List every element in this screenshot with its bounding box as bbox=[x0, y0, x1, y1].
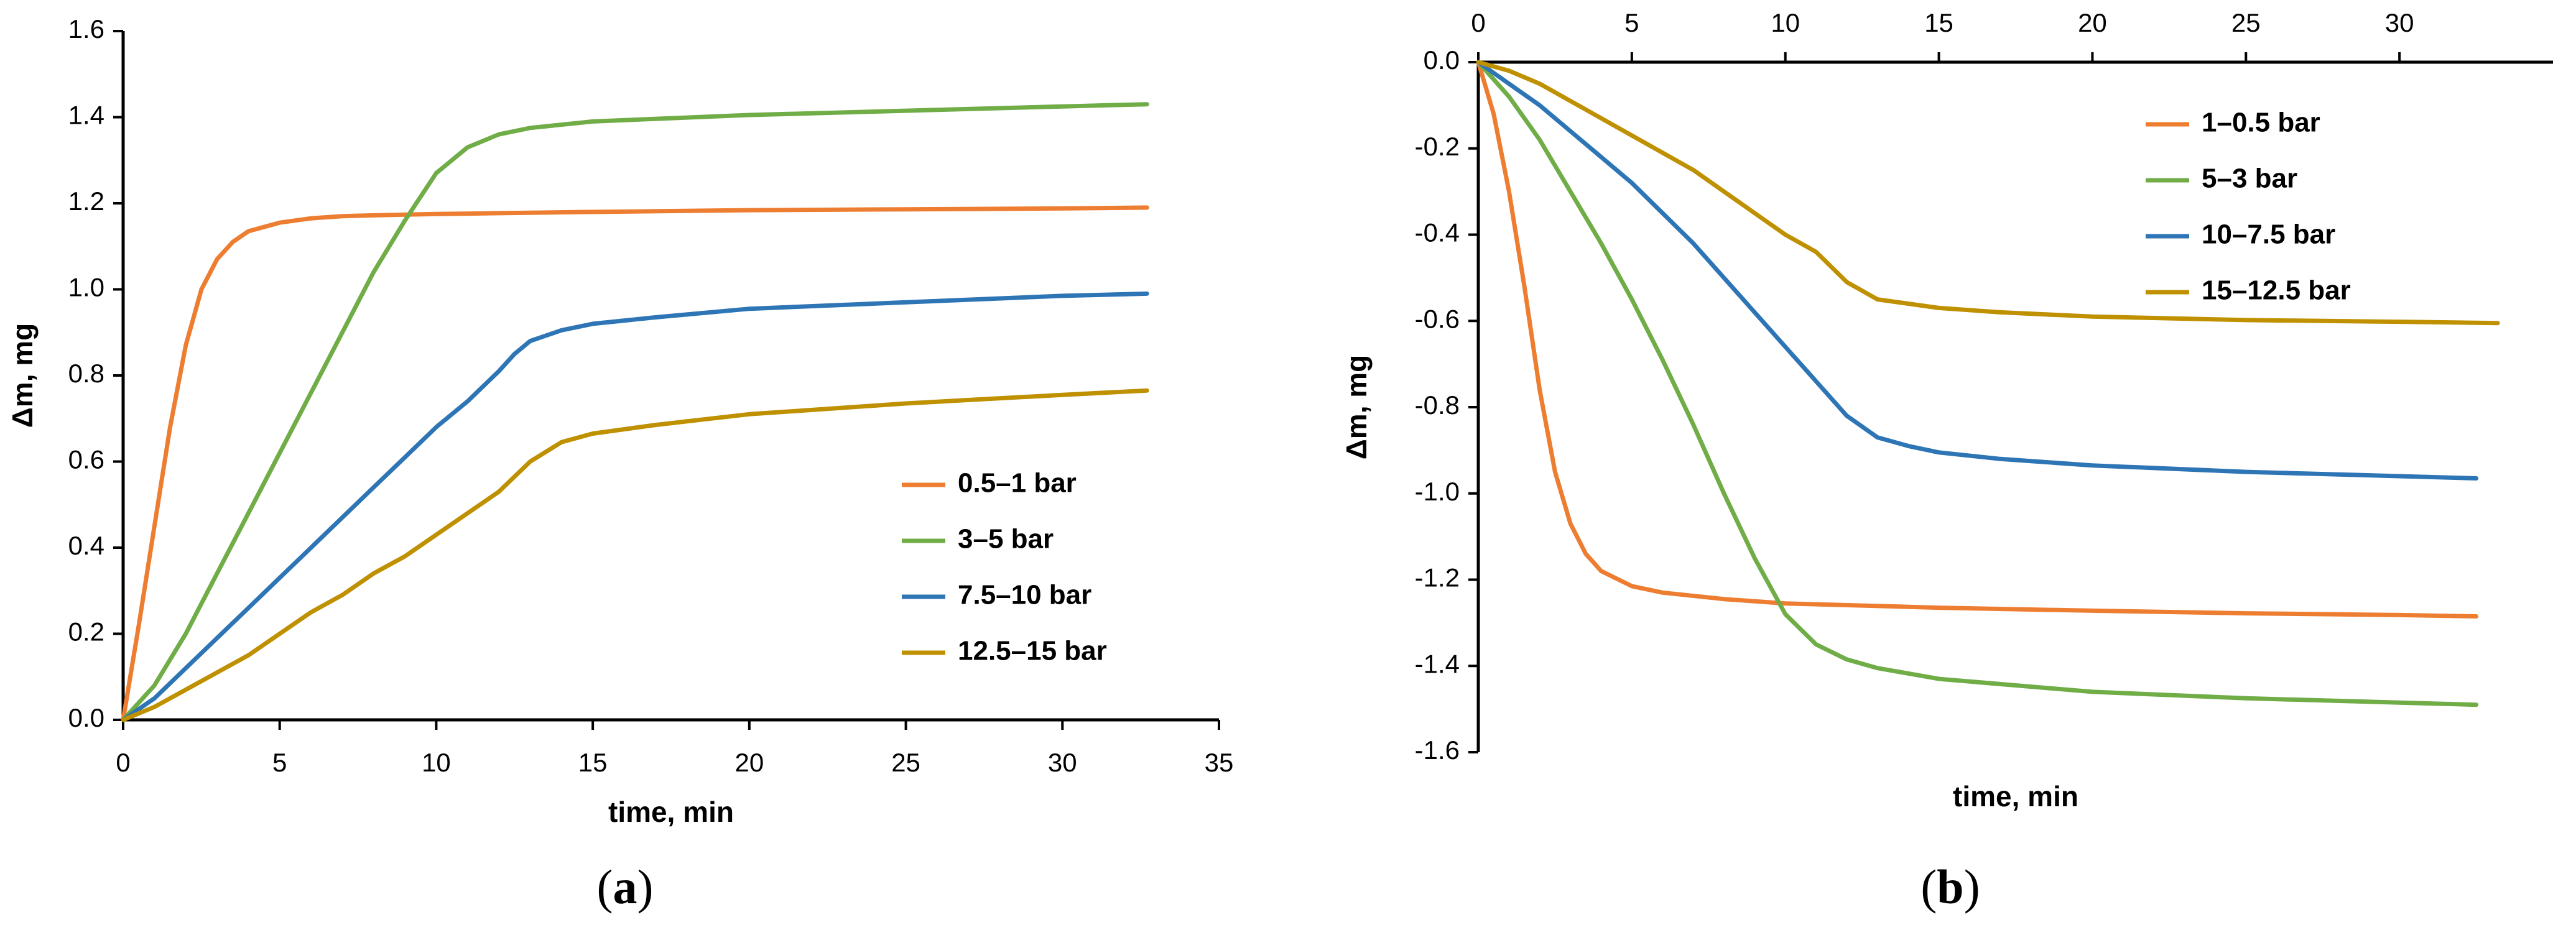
y-tick-label: 1.0 bbox=[68, 273, 104, 302]
x-tick-label: 5 bbox=[1624, 8, 1639, 37]
x-axis-title: time, min bbox=[608, 796, 734, 828]
y-tick-label: 0.8 bbox=[68, 359, 104, 388]
y-tick-label: 0.6 bbox=[68, 445, 104, 474]
series-line-1 bbox=[121, 205, 1149, 722]
series-line-3 bbox=[121, 291, 1149, 722]
y-tick-label: 0.0 bbox=[68, 703, 104, 732]
legend-label: 5–3 bar bbox=[2202, 163, 2297, 194]
y-axis-title: Δm, mg bbox=[6, 323, 39, 428]
y-tick-label: -1.4 bbox=[1415, 649, 1460, 678]
y-tick-label: -0.2 bbox=[1415, 132, 1460, 161]
y-axis-title: Δm, mg bbox=[1340, 355, 1373, 460]
x-tick-label: 20 bbox=[734, 748, 764, 777]
legend-label: 1–0.5 bar bbox=[2202, 108, 2320, 138]
legend-label: 15–12.5 bar bbox=[2202, 275, 2351, 306]
series-line-2 bbox=[121, 102, 1149, 722]
x-tick-label: 5 bbox=[272, 748, 287, 777]
legend-label: 3–5 bar bbox=[958, 524, 1054, 555]
series-line-2 bbox=[1476, 60, 2479, 707]
x-tick-label: 30 bbox=[1048, 748, 1077, 777]
x-tick-label: 15 bbox=[1924, 8, 1953, 37]
x-tick-label: 20 bbox=[2078, 8, 2107, 37]
legend-label: 12.5–15 bar bbox=[958, 636, 1107, 666]
y-tick-label: 0.4 bbox=[68, 531, 104, 560]
y-tick-label: 0.2 bbox=[68, 617, 104, 647]
panel-b: 0.0 -0.2 -0.4 -0.6 -0.8 -1.0 -1.2 -1.4 -1.6 0 5 10 1… bbox=[1340, 8, 2553, 914]
legend-label: 10–7.5 bar bbox=[2202, 219, 2335, 250]
y-tick-label: -1.0 bbox=[1415, 477, 1460, 506]
series-line-4 bbox=[1476, 60, 2500, 326]
series-line-3 bbox=[1476, 60, 2479, 481]
x-tick-label: 25 bbox=[2231, 8, 2261, 37]
legend-label: 0.5–1 bar bbox=[958, 468, 1077, 499]
x-tick-label: 0 bbox=[116, 748, 130, 777]
y-tick-label: -1.2 bbox=[1415, 563, 1460, 592]
y-tick-label: -0.4 bbox=[1415, 218, 1460, 247]
legend-label: 7.5–10 bar bbox=[958, 580, 1091, 610]
x-tick-label: 30 bbox=[2385, 8, 2414, 37]
x-tick-label: 0 bbox=[1471, 8, 1485, 37]
y-tick-label: 1.2 bbox=[68, 186, 104, 216]
x-axis-title: time, min bbox=[1953, 780, 2078, 812]
panel-a: 0.0 0.2 0.4 0.6 0.8 1.0 1.2 1.4 1.6 0 5 10 15 20 25 30 3… bbox=[6, 14, 1233, 914]
x-tick-label: 35 bbox=[1205, 748, 1234, 777]
y-tick-label: -0.6 bbox=[1415, 304, 1460, 333]
x-tick-label: 10 bbox=[422, 748, 451, 777]
y-tick-label: -0.8 bbox=[1415, 390, 1460, 420]
x-tick-label: 15 bbox=[578, 748, 608, 777]
y-tick-label: -1.6 bbox=[1415, 735, 1460, 765]
panel-label: (a) bbox=[597, 860, 654, 914]
x-tick-label: 25 bbox=[891, 748, 920, 777]
y-tick-label: 0.0 bbox=[1424, 45, 1460, 75]
series-line-1 bbox=[1476, 60, 2479, 619]
series-line-4 bbox=[121, 388, 1149, 722]
panel-label: (b) bbox=[1920, 860, 1980, 914]
y-tick-label: 1.4 bbox=[68, 101, 104, 130]
y-tick-label: 1.6 bbox=[68, 14, 104, 44]
x-tick-label: 10 bbox=[1771, 8, 1800, 37]
